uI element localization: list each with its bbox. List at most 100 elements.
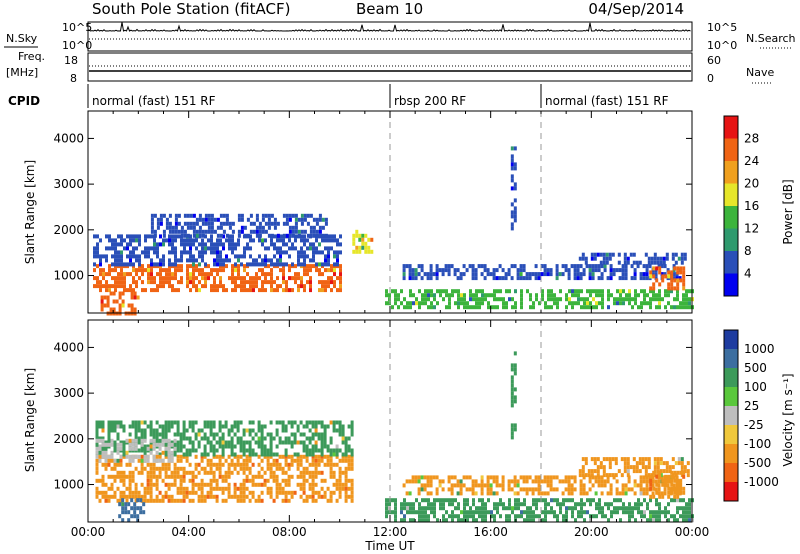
scatter-cell [287, 454, 291, 459]
scatter-cell [210, 217, 214, 222]
scatter-cell [315, 233, 319, 238]
scatter-cell [426, 483, 430, 488]
scatter-cell [227, 482, 231, 487]
scatter-cell [314, 420, 318, 425]
scatter-cell [562, 514, 565, 519]
scatter-cell [101, 482, 105, 487]
scatter-cell [324, 288, 327, 293]
scatter-cell [150, 280, 153, 285]
scatter-cell [624, 483, 628, 488]
scatter-cell [218, 424, 222, 429]
scatter-cell [197, 498, 201, 503]
scatter-cell [394, 498, 397, 503]
scatter-cell [450, 487, 454, 492]
scatter-cell [649, 474, 653, 479]
scatter-cell [490, 293, 493, 298]
scatter-cell [324, 233, 328, 238]
scatter-cell [93, 276, 96, 281]
scatter-cell [602, 256, 606, 261]
scatter-cell [504, 276, 508, 281]
scatter-cell [339, 264, 342, 269]
scatter-cell [207, 213, 211, 218]
scatter-cell [248, 448, 252, 453]
scatter-cell [189, 234, 192, 239]
scatter-cell [240, 276, 243, 281]
scatter-cell [129, 254, 132, 259]
scatter-cell [231, 288, 234, 293]
scatter-cell [126, 262, 129, 267]
scatter-cell [619, 293, 622, 298]
scatter-cell [344, 436, 348, 441]
scatter-cell [483, 264, 487, 269]
scatter-cell [361, 233, 365, 238]
scatter-cell [242, 462, 246, 467]
scatter-cell [555, 272, 559, 277]
x-tick-label: 00:00 [675, 525, 710, 539]
scatter-cell [240, 213, 244, 218]
colorbar-swatch [724, 406, 738, 425]
scatter-cell [314, 462, 318, 467]
scatter-cell [579, 264, 583, 269]
scatter-cell [185, 428, 189, 433]
scatter-cell [95, 428, 99, 433]
scatter-cell [571, 506, 574, 511]
scatter-cell [329, 440, 333, 445]
scatter-cell [674, 473, 678, 478]
scatter-cell [335, 478, 339, 483]
scatter-cell [613, 506, 616, 511]
scatter-cell [408, 272, 412, 277]
scatter-cell [643, 498, 646, 503]
scatter-cell [168, 221, 172, 226]
scatter-cell [186, 272, 189, 277]
scatter-cell [330, 268, 333, 273]
scatter-cell [613, 498, 616, 503]
scatter-cell [185, 494, 189, 499]
scatter-cell [129, 258, 132, 263]
scatter-cell [174, 234, 177, 239]
scatter-cell [168, 258, 171, 263]
scatter-cell [201, 233, 205, 238]
cpid-bar: normal (fast) 151 RF rbsp 200 RF normal (f… [87, 84, 669, 108]
scatter-cell [150, 272, 153, 277]
scatter-cell [233, 452, 237, 457]
scatter-cell [673, 266, 677, 271]
scatter-cell [435, 475, 439, 480]
scatter-cell [155, 442, 159, 447]
scatter-cell [270, 268, 273, 273]
scatter-cell [198, 250, 201, 255]
scatter-cell [597, 264, 601, 269]
scatter-cell [568, 506, 571, 511]
scatter-cell [493, 518, 496, 523]
scatter-cell [186, 250, 189, 255]
scatter-cell [645, 268, 649, 273]
scatter-cell [594, 479, 598, 484]
scatter-cell [180, 268, 183, 273]
scatter-cell [520, 297, 523, 302]
scatter-cell [667, 274, 671, 279]
scatter-cell [590, 473, 594, 478]
scatter-cell [513, 218, 517, 223]
scatter-cell [510, 423, 514, 428]
scatter-cell [215, 482, 219, 487]
scatter-cell [611, 457, 615, 462]
scatter-cell [546, 483, 550, 488]
scatter-cell [664, 293, 667, 298]
scatter-cell [153, 276, 156, 281]
scatter-cell [457, 518, 460, 523]
scatter-cell [646, 506, 649, 511]
scatter-cell [149, 498, 153, 503]
scatter-cell [610, 293, 613, 298]
scatter-cell [549, 479, 553, 484]
scatter-cell [326, 444, 330, 449]
scatter-cell [559, 510, 562, 515]
scatter-cell [281, 470, 285, 475]
scatter-cell [654, 487, 658, 492]
scatter-cell [142, 502, 146, 507]
scatter-cell [138, 238, 141, 243]
scatter-cell [306, 213, 310, 218]
scatter-cell [260, 466, 264, 471]
scatter-cell [656, 260, 660, 265]
scatter-cell [149, 470, 153, 475]
scatter-cell [114, 254, 117, 259]
scatter-cell [258, 288, 261, 293]
